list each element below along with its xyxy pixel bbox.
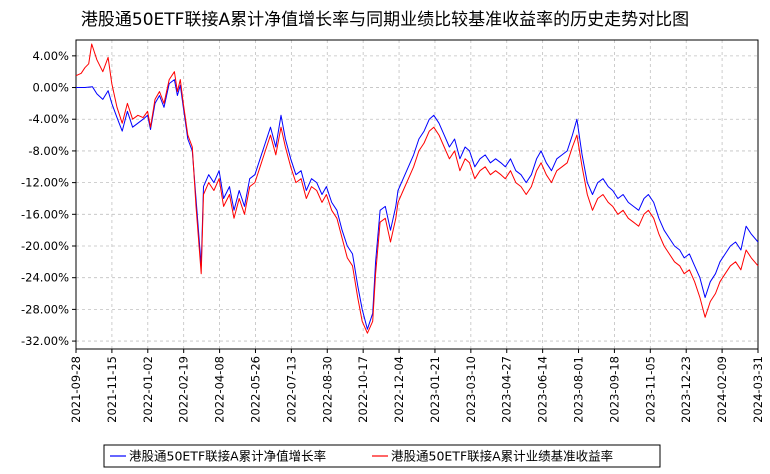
- y-tick-label: 0.00%: [32, 81, 69, 95]
- x-tick-label: 2022-07-13: [284, 356, 298, 423]
- x-tick-label: 2021-09-28: [69, 356, 83, 423]
- legend-label: 港股通50ETF联接A累计业绩基准收益率: [391, 449, 613, 464]
- x-tick-label: 2023-11-05: [643, 356, 657, 423]
- x-tick-label: 2023-01-21: [428, 356, 442, 423]
- x-tick-label: 2022-02-19: [177, 356, 191, 423]
- benchmark-line: [75, 43, 759, 334]
- chart-title: 港股通50ETF联接A累计净值增长率与同期业绩比较基准收益率的历史走势对比图: [81, 10, 689, 30]
- nav-growth-line: [76, 79, 759, 330]
- y-tick-label: -28.00%: [21, 302, 69, 316]
- x-tick-label: 2022-12-04: [392, 356, 406, 423]
- x-tick-label: 2021-11-15: [105, 356, 119, 423]
- legend-label: 港股通50ETF联接A累计净值增长率: [129, 449, 326, 464]
- y-tick-label: -32.00%: [21, 334, 69, 348]
- y-tick-label: -12.00%: [21, 176, 69, 190]
- plot-frame: [75, 39, 759, 350]
- x-tick-label: 2024-03-31: [751, 356, 765, 423]
- x-tick-label: 2023-04-27: [500, 356, 514, 423]
- x-tick-label: 2022-10-17: [356, 356, 370, 423]
- x-tick-label: 2022-08-30: [320, 356, 334, 423]
- y-tick-label: -8.00%: [28, 144, 69, 158]
- x-tick-label: 2024-02-09: [715, 356, 729, 423]
- x-tick-label: 2022-01-02: [141, 356, 155, 423]
- x-tick-label: 2023-06-14: [536, 356, 550, 423]
- y-tick-label: -24.00%: [21, 271, 69, 285]
- y-tick-label: -20.00%: [21, 239, 69, 253]
- x-tick-label: 2023-08-01: [572, 356, 586, 423]
- legend: 港股通50ETF联接A累计净值增长率 港股通50ETF联接A累计业绩基准收益率: [103, 444, 661, 468]
- x-tick-label: 2022-04-08: [213, 356, 227, 423]
- y-tick-label: 4.00%: [32, 49, 69, 63]
- y-tick-label: -16.00%: [21, 207, 69, 221]
- axes: 4.00% 0.00% -4.00% -8.00% -12.00% -16.00% -20.…: [21, 39, 765, 423]
- x-tick-label: 2023-09-18: [607, 356, 621, 423]
- y-tick-label: -4.00%: [28, 112, 69, 126]
- x-tick-label: 2023-12-23: [679, 356, 693, 423]
- x-tick-label: 2022-05-26: [248, 356, 262, 423]
- x-tick-label: 2023-03-10: [464, 356, 478, 423]
- series-lines: [75, 43, 759, 334]
